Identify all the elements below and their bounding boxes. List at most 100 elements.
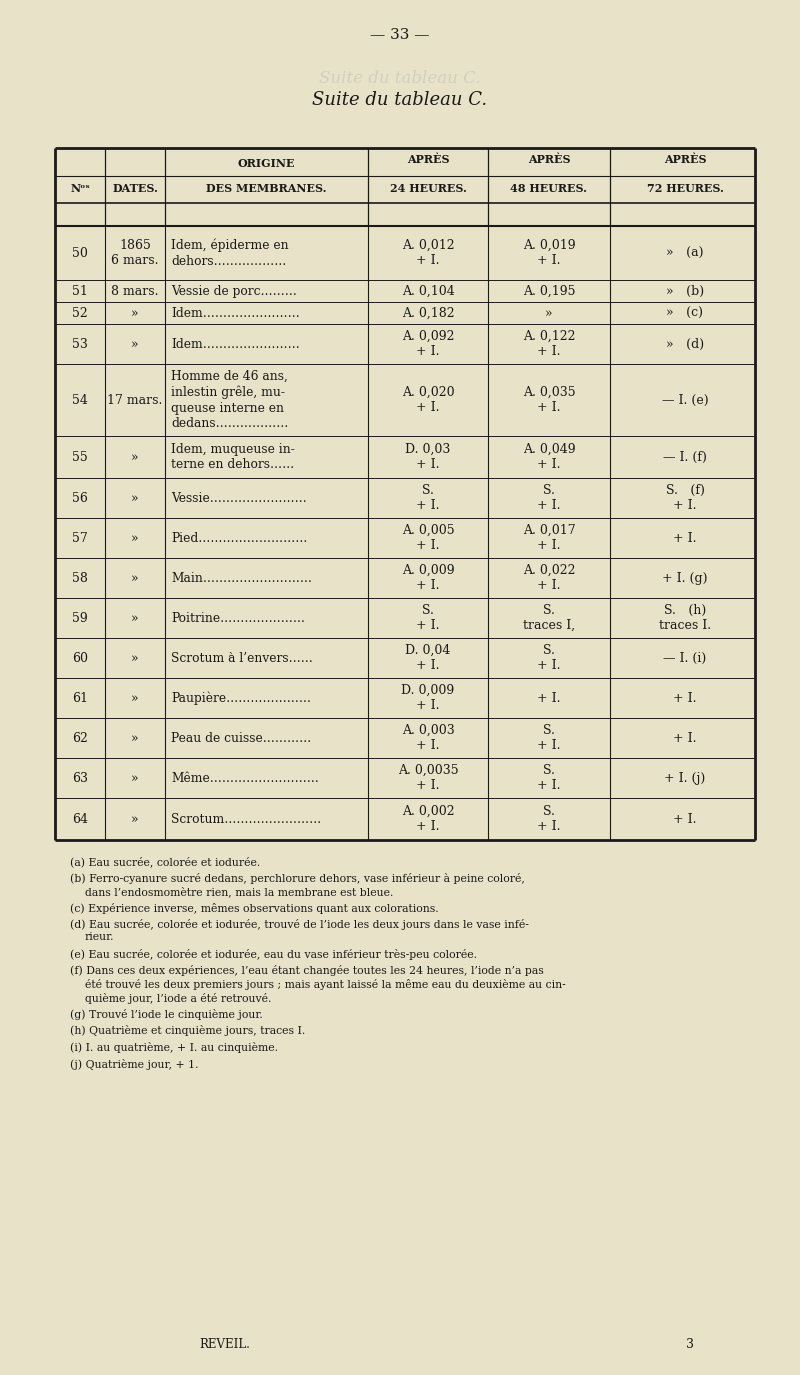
- Text: Même………………………: Même………………………: [171, 771, 319, 785]
- Text: — I. (i): — I. (i): [663, 652, 706, 664]
- Text: A. 0,035
+ I.: A. 0,035 + I.: [522, 386, 575, 414]
- Text: » (a): » (a): [666, 246, 704, 260]
- Text: D. 0,03
+ I.: D. 0,03 + I.: [406, 443, 450, 472]
- Text: (e) Eau sucrée, colorée et iodurée, eau du vase inférieur très-peu colorée.: (e) Eau sucrée, colorée et iodurée, eau …: [70, 949, 477, 960]
- Text: Vessie……………………: Vessie……………………: [171, 491, 306, 505]
- Text: A. 0,020
+ I.: A. 0,020 + I.: [402, 386, 454, 414]
- Text: A. 0,104: A. 0,104: [402, 285, 454, 297]
- Text: »: »: [131, 307, 139, 319]
- Text: Main………………………: Main………………………: [171, 572, 312, 584]
- Text: A. 0,195: A. 0,195: [522, 285, 575, 297]
- Text: Scrotum à l’envers……: Scrotum à l’envers……: [171, 652, 313, 664]
- Text: »: »: [131, 451, 139, 463]
- Text: A. 0,049
+ I.: A. 0,049 + I.: [522, 443, 575, 472]
- Text: 59: 59: [72, 612, 88, 624]
- Text: APRÈS: APRÈS: [664, 154, 706, 165]
- Text: S.
+ I.: S. + I.: [538, 644, 561, 672]
- Text: S.
+ I.: S. + I.: [538, 804, 561, 833]
- Text: A. 0,0035
+ I.: A. 0,0035 + I.: [398, 763, 458, 792]
- Text: 1865
6 mars.: 1865 6 mars.: [111, 239, 158, 267]
- Text: (i) I. au quatrième, + I. au cinquième.: (i) I. au quatrième, + I. au cinquième.: [70, 1042, 278, 1053]
- Text: APRÈS: APRÈS: [406, 154, 450, 165]
- Text: S. (f)
+ I.: S. (f) + I.: [666, 484, 705, 513]
- Text: — I. (f): — I. (f): [663, 451, 707, 463]
- Text: (b) Ferro-cyanure sucré dedans, perchlorure dehors, vase inférieur à peine color: (b) Ferro-cyanure sucré dedans, perchlor…: [70, 873, 525, 884]
- Text: 52: 52: [72, 307, 88, 319]
- Text: A. 0,009
+ I.: A. 0,009 + I.: [402, 564, 454, 593]
- Text: 3: 3: [686, 1338, 694, 1352]
- Text: Nᵒˢ: Nᵒˢ: [70, 183, 90, 194]
- Text: S.
+ I.: S. + I.: [538, 763, 561, 792]
- Text: A. 0,182: A. 0,182: [402, 307, 454, 319]
- Text: dans l’endosmomètre rien, mais la membrane est bleue.: dans l’endosmomètre rien, mais la membra…: [85, 886, 394, 896]
- Text: 55: 55: [72, 451, 88, 463]
- Text: A. 0,122
+ I.: A. 0,122 + I.: [522, 330, 575, 359]
- Text: S.
+ I.: S. + I.: [538, 484, 561, 513]
- Text: Suite du tableau C.: Suite du tableau C.: [313, 91, 487, 109]
- Text: D. 0,04
+ I.: D. 0,04 + I.: [406, 644, 450, 672]
- Text: » (b): » (b): [666, 285, 704, 297]
- Text: Vessie de porc………: Vessie de porc………: [171, 285, 297, 297]
- Text: A. 0,019
+ I.: A. 0,019 + I.: [522, 239, 575, 267]
- Text: Suite du tableau C.: Suite du tableau C.: [319, 70, 481, 87]
- Text: 63: 63: [72, 771, 88, 785]
- Text: Homme de 46 ans,
inlestin grêle, mu-
queuse interne en
dedans………………: Homme de 46 ans, inlestin grêle, mu- que…: [171, 370, 288, 430]
- Text: Scrotum……………………: Scrotum……………………: [171, 813, 322, 825]
- Text: A. 0,017
+ I.: A. 0,017 + I.: [522, 524, 575, 553]
- Text: »: »: [131, 491, 139, 505]
- Text: 72 HEURES.: 72 HEURES.: [646, 183, 723, 194]
- Text: + I.: + I.: [674, 732, 697, 744]
- Text: »: »: [131, 771, 139, 785]
- Text: 50: 50: [72, 246, 88, 260]
- Text: 60: 60: [72, 652, 88, 664]
- Text: A. 0,092
+ I.: A. 0,092 + I.: [402, 330, 454, 359]
- Text: ORIGINE: ORIGINE: [238, 158, 294, 169]
- Text: (d) Eau sucrée, colorée et iodurée, trouvé de l’iode les deux jours dans le vase: (d) Eau sucrée, colorée et iodurée, trou…: [70, 918, 529, 930]
- Text: Poitrine…………………: Poitrine…………………: [171, 612, 305, 624]
- Text: DATES.: DATES.: [112, 183, 158, 194]
- Text: »: »: [131, 692, 139, 704]
- Text: + I.: + I.: [674, 813, 697, 825]
- Text: Idem, muqueuse in-
terne en dehors……: Idem, muqueuse in- terne en dehors……: [171, 443, 295, 472]
- Text: A. 0,003
+ I.: A. 0,003 + I.: [402, 723, 454, 752]
- Text: 57: 57: [72, 532, 88, 544]
- Text: »: »: [131, 732, 139, 744]
- Text: rieur.: rieur.: [85, 932, 114, 942]
- Text: APRÈS: APRÈS: [528, 154, 570, 165]
- Text: 48 HEURES.: 48 HEURES.: [510, 183, 587, 194]
- Text: quième jour, l’iode a été retrouvé.: quième jour, l’iode a été retrouvé.: [85, 993, 271, 1004]
- Text: + I. (g): + I. (g): [662, 572, 708, 584]
- Text: 54: 54: [72, 393, 88, 407]
- Text: Idem……………………: Idem……………………: [171, 307, 300, 319]
- Text: A. 0,022
+ I.: A. 0,022 + I.: [522, 564, 575, 593]
- Text: A. 0,005
+ I.: A. 0,005 + I.: [402, 524, 454, 553]
- Text: S.
traces I,: S. traces I,: [523, 604, 575, 632]
- Text: Pied………………………: Pied………………………: [171, 532, 307, 544]
- Text: 64: 64: [72, 813, 88, 825]
- Text: Peau de cuisse…………: Peau de cuisse…………: [171, 732, 311, 744]
- Text: 58: 58: [72, 572, 88, 584]
- Text: (j) Quatrième jour, + 1.: (j) Quatrième jour, + 1.: [70, 1059, 198, 1070]
- Text: A. 0,012
+ I.: A. 0,012 + I.: [402, 239, 454, 267]
- Text: (h) Quatrième et cinquième jours, traces I.: (h) Quatrième et cinquième jours, traces…: [70, 1026, 306, 1037]
- Text: »: »: [131, 532, 139, 544]
- Text: + I.: + I.: [538, 692, 561, 704]
- Text: REVEIL.: REVEIL.: [199, 1338, 250, 1352]
- Text: 53: 53: [72, 337, 88, 351]
- Text: + I.: + I.: [674, 532, 697, 544]
- Text: » (c): » (c): [666, 307, 703, 319]
- Text: »: »: [545, 307, 553, 319]
- Text: — I. (e): — I. (e): [662, 393, 708, 407]
- Text: 51: 51: [72, 285, 88, 297]
- Text: 56: 56: [72, 491, 88, 505]
- Text: (c) Expérience inverse, mêmes observations quant aux colorations.: (c) Expérience inverse, mêmes observatio…: [70, 902, 438, 913]
- Text: »: »: [131, 337, 139, 351]
- Text: S.
+ I.: S. + I.: [416, 604, 440, 632]
- Text: 24 HEURES.: 24 HEURES.: [390, 183, 466, 194]
- Text: été trouvé les deux premiers jours ; mais ayant laissé la même eau du deuxième a: été trouvé les deux premiers jours ; mai…: [85, 979, 566, 990]
- Text: A. 0,002
+ I.: A. 0,002 + I.: [402, 804, 454, 833]
- Text: Idem, épiderme en
dehors………………: Idem, épiderme en dehors………………: [171, 238, 289, 268]
- Text: »: »: [131, 652, 139, 664]
- Text: Paupière…………………: Paupière…………………: [171, 692, 311, 705]
- Text: + I. (j): + I. (j): [664, 771, 706, 785]
